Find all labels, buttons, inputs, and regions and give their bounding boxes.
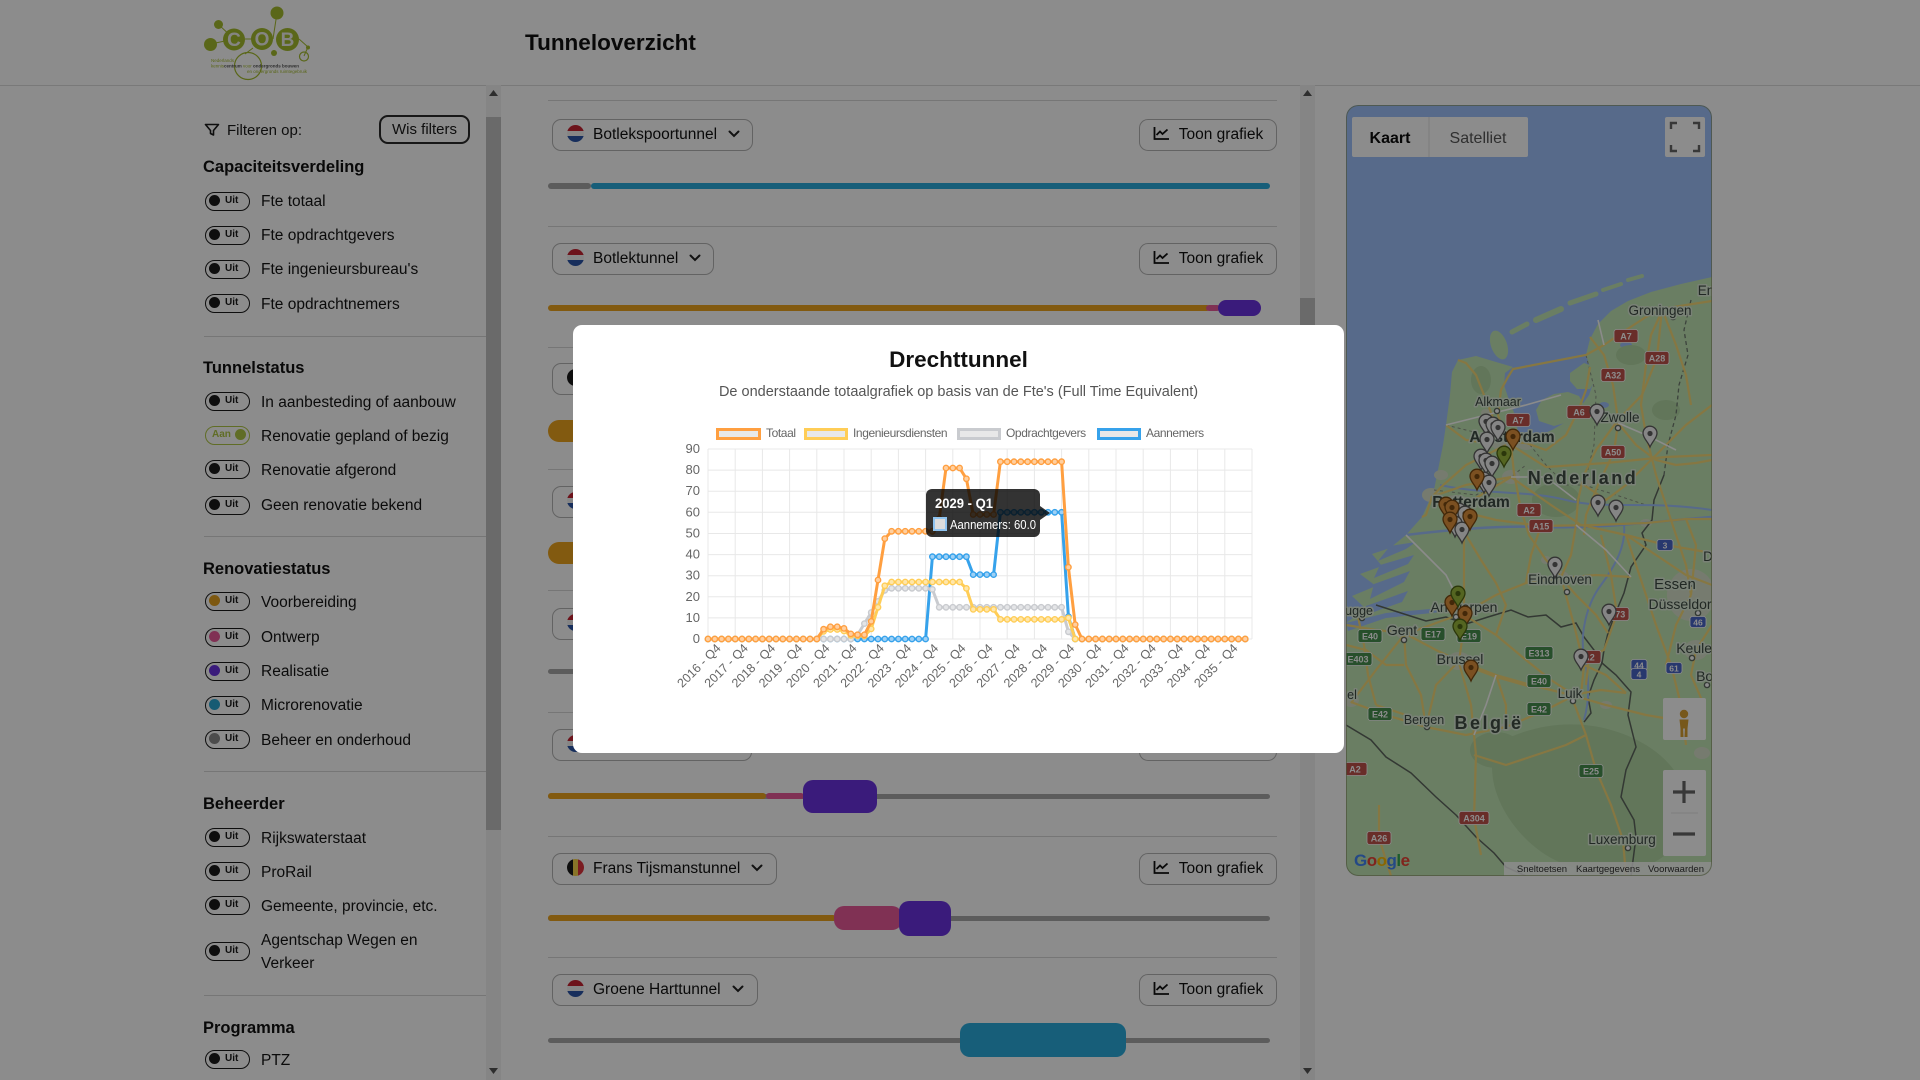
- svg-text:E40: E40: [1362, 632, 1378, 642]
- svg-text:70: 70: [686, 483, 700, 498]
- svg-text:Keulen: Keulen: [1676, 640, 1712, 656]
- svg-text:Bergen: Bergen: [1404, 713, 1444, 727]
- svg-text:en ondergronds ruimtegebruik: en ondergronds ruimtegebruik: [247, 69, 308, 74]
- svg-text:0: 0: [693, 631, 700, 646]
- svg-text:Aannemers: 60.0: Aannemers: 60.0: [950, 517, 1036, 532]
- svg-text:Bor: Bor: [1696, 668, 1712, 684]
- svg-text:E40: E40: [1531, 677, 1547, 687]
- svg-text:30: 30: [686, 568, 700, 583]
- svg-text:A26: A26: [1371, 834, 1388, 844]
- svg-text:A15: A15: [1533, 522, 1550, 532]
- svg-text:20: 20: [686, 589, 700, 604]
- svg-text:Kaartgegevens: Kaartgegevens: [1576, 864, 1640, 875]
- svg-text:A50: A50: [1605, 448, 1622, 458]
- svg-text:E403: E403: [1347, 655, 1368, 665]
- svg-text:Google: Google: [1354, 851, 1410, 870]
- svg-text:4: 4: [1637, 670, 1642, 680]
- svg-text:A28: A28: [1649, 354, 1666, 364]
- svg-text:46: 46: [1693, 618, 1703, 628]
- svg-text:A73: A73: [1609, 610, 1626, 620]
- svg-text:rugge: rugge: [1346, 604, 1373, 618]
- svg-text:E42: E42: [1531, 705, 1547, 715]
- svg-text:Groningen: Groningen: [1628, 303, 1691, 318]
- svg-text:O: O: [255, 30, 270, 51]
- svg-text:B: B: [281, 30, 295, 51]
- svg-text:Satelliet: Satelliet: [1450, 130, 1507, 147]
- svg-text:44: 44: [1634, 661, 1644, 671]
- svg-text:60: 60: [686, 504, 700, 519]
- svg-text:Voorwaarden: Voorwaarden: [1648, 864, 1704, 875]
- svg-text:D: D: [1703, 549, 1712, 564]
- svg-text:Gent: Gent: [1387, 622, 1417, 638]
- svg-text:A2: A2: [1523, 506, 1535, 516]
- svg-text:Nederlands: Nederlands: [211, 58, 235, 63]
- svg-text:Zwolle: Zwolle: [1600, 410, 1639, 425]
- svg-text:E25: E25: [1583, 767, 1599, 777]
- svg-text:61: 61: [1669, 664, 1679, 674]
- svg-text:Alkmaar: Alkmaar: [1475, 395, 1521, 409]
- svg-text:Luxemburg: Luxemburg: [1588, 832, 1656, 847]
- svg-text:A2: A2: [1583, 653, 1595, 663]
- svg-text:3: 3: [1663, 541, 1668, 551]
- svg-text:A7: A7: [1512, 416, 1524, 426]
- svg-text:kenniscentrum voor ondergronds: kenniscentrum voor ondergronds bouwen: [211, 64, 299, 69]
- svg-text:België: België: [1454, 713, 1523, 733]
- svg-text:Kaart: Kaart: [1370, 130, 1412, 147]
- svg-text:Eindhoven: Eindhoven: [1528, 572, 1592, 587]
- svg-text:En: En: [1698, 283, 1712, 298]
- svg-text:10: 10: [686, 610, 700, 625]
- svg-text:C: C: [227, 30, 241, 51]
- svg-text:Luik: Luik: [1558, 686, 1583, 701]
- svg-text:2029 - Q1: 2029 - Q1: [935, 496, 993, 511]
- svg-text:Sneltoetsen: Sneltoetsen: [1517, 864, 1567, 875]
- svg-text:E17: E17: [1425, 630, 1441, 640]
- svg-text:80: 80: [686, 462, 700, 477]
- svg-text:A32: A32: [1605, 371, 1622, 381]
- svg-text:A304: A304: [1463, 814, 1485, 824]
- svg-text:Essen: Essen: [1654, 576, 1696, 593]
- svg-text:E19: E19: [1461, 632, 1477, 642]
- svg-text:50: 50: [686, 526, 700, 541]
- svg-text:A6: A6: [1573, 408, 1585, 418]
- svg-text:Düsseldorf: Düsseldorf: [1649, 596, 1712, 612]
- svg-text:el: el: [1347, 688, 1357, 702]
- svg-text:A7: A7: [1620, 332, 1632, 342]
- svg-text:Nederland: Nederland: [1528, 468, 1639, 488]
- svg-text:90: 90: [686, 441, 700, 456]
- svg-text:E42: E42: [1372, 710, 1388, 720]
- svg-text:E313: E313: [1528, 649, 1549, 659]
- svg-text:40: 40: [686, 547, 700, 562]
- svg-text:A2: A2: [1349, 765, 1361, 775]
